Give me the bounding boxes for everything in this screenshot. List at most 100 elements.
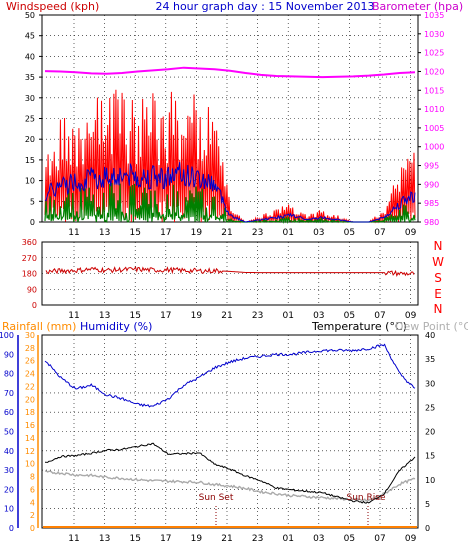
windspeed-axis-title: Windspeed (kph) [6, 0, 99, 13]
x-tick-label: 07 [374, 534, 385, 544]
rain-y-tick-label: 20 [25, 395, 35, 404]
dewpoint-line [44, 470, 416, 502]
x-tick-label: 11 [68, 311, 79, 321]
humidity-y-tick-label: 40 [4, 447, 14, 456]
baro-y-tick-label: 1035 [424, 11, 444, 20]
wind-y-tick-label: 20 [25, 135, 35, 144]
x-tick-label: 05 [344, 534, 355, 544]
x-tick-label: 09 [405, 534, 417, 544]
x-tick-label: 15 [129, 534, 140, 544]
x-tick-label: 19 [191, 228, 203, 238]
humidity-y-tick-label: 20 [4, 485, 14, 494]
x-tick-label: 13 [99, 228, 110, 238]
humidity-line [44, 343, 416, 408]
x-tick-label: 23 [252, 534, 263, 544]
chart-title: 24 hour graph day : 15 November 2013 [155, 0, 374, 13]
compass-label-e: E [434, 287, 442, 301]
humidity-y-tick-label: 100 [0, 331, 14, 340]
wind-y-tick-label: 35 [25, 73, 35, 82]
x-tick-label: 21 [221, 534, 232, 544]
x-tick-label: 21 [221, 311, 232, 321]
wind-y-tick-label: 15 [25, 156, 35, 165]
rain-y-tick-label: 4 [30, 498, 35, 507]
wind-y-tick-label: 5 [30, 197, 35, 206]
direction-y-tick-label: 90 [27, 285, 37, 294]
direction-y-tick-label: 0 [32, 301, 37, 310]
sunrise-label: Sun Rise [347, 493, 386, 503]
baro-y-tick-label: 995 [424, 162, 439, 171]
rain-y-tick-label: 6 [30, 485, 35, 494]
compass-label-n-top: N [434, 239, 443, 253]
wind-y-tick-label: 30 [25, 94, 35, 103]
temperature-line [44, 442, 416, 504]
humidity-y-tick-label: 90 [4, 350, 14, 359]
humidity-y-tick-label: 70 [4, 389, 14, 398]
wind-y-tick-label: 40 [25, 52, 35, 61]
direction-y-tick-label: 180 [22, 270, 37, 279]
rain-y-tick-label: 28 [25, 344, 35, 353]
x-tick-label: 01 [282, 228, 293, 238]
barometer-axis-title: Barometer (hpa) [372, 0, 463, 13]
humidity-y-tick-label: 30 [4, 466, 14, 475]
x-tick-label: 01 [282, 311, 293, 321]
baro-y-tick-label: 1000 [424, 143, 444, 152]
rain-y-tick-label: 10 [25, 460, 35, 469]
x-tick-label: 03 [313, 534, 324, 544]
x-tick-label: 07 [374, 228, 385, 238]
temperature-axis-title: Temperature (°C) [311, 320, 407, 333]
temp-y-tick-label: 15 [425, 452, 435, 461]
temp-y-tick-label: 5 [425, 500, 430, 509]
x-tick-label: 07 [374, 311, 385, 321]
baro-y-tick-label: 985 [424, 199, 439, 208]
x-tick-label: 11 [68, 534, 79, 544]
baro-y-tick-label: 1015 [424, 86, 444, 95]
rain-y-tick-label: 2 [30, 511, 35, 520]
x-tick-label: 03 [313, 228, 324, 238]
humidity-y-tick-label: 0 [9, 524, 14, 533]
barometer-line [44, 66, 416, 79]
baro-y-tick-label: 990 [424, 180, 439, 189]
compass-label-w: W [432, 255, 444, 269]
x-tick-label: 13 [99, 534, 110, 544]
baro-y-tick-label: 1030 [424, 30, 444, 39]
humidity-y-tick-label: 50 [4, 428, 14, 437]
rain-y-tick-label: 22 [25, 382, 35, 391]
rainfall-axis-title: Rainfall (mm) [2, 320, 76, 333]
x-tick-label: 05 [344, 228, 355, 238]
rain-y-tick-label: 26 [25, 357, 35, 366]
humidity-y-tick-label: 60 [4, 408, 14, 417]
x-tick-label: 15 [129, 311, 140, 321]
temp-y-tick-label: 25 [425, 403, 435, 412]
wind-y-tick-label: 50 [25, 11, 35, 20]
x-tick-label: 11 [68, 228, 79, 238]
wind-y-tick-label: 0 [30, 218, 35, 227]
x-tick-label: 01 [282, 534, 293, 544]
sunset-label: Sun Set [199, 493, 234, 503]
baro-y-tick-label: 1020 [424, 67, 444, 76]
rain-y-tick-label: 12 [25, 447, 35, 456]
x-tick-label: 17 [160, 534, 171, 544]
temp-y-tick-label: 0 [425, 524, 430, 533]
direction-y-tick-label: 270 [22, 254, 37, 263]
x-tick-label: 21 [221, 228, 232, 238]
x-tick-label: 09 [405, 311, 417, 321]
x-tick-label: 05 [344, 311, 355, 321]
rain-y-tick-label: 8 [30, 473, 35, 482]
x-tick-label: 19 [191, 311, 203, 321]
rain-y-tick-label: 14 [25, 434, 35, 443]
rain-y-tick-label: 24 [25, 370, 35, 379]
rain-y-tick-label: 18 [25, 408, 35, 417]
baro-y-tick-label: 980 [424, 218, 439, 227]
baro-y-tick-label: 1005 [424, 124, 444, 133]
direction-y-tick-label: 360 [22, 238, 37, 247]
temp-y-tick-label: 40 [425, 331, 435, 340]
x-tick-label: 03 [313, 311, 324, 321]
x-tick-label: 09 [405, 228, 417, 238]
humidity-y-tick-label: 80 [4, 370, 14, 379]
compass-label-s: S [434, 271, 442, 285]
humidity-y-tick-label: 10 [4, 505, 14, 514]
rain-y-tick-label: 0 [30, 524, 35, 533]
temp-y-tick-label: 35 [425, 355, 435, 364]
wind-y-tick-label: 25 [25, 115, 35, 124]
